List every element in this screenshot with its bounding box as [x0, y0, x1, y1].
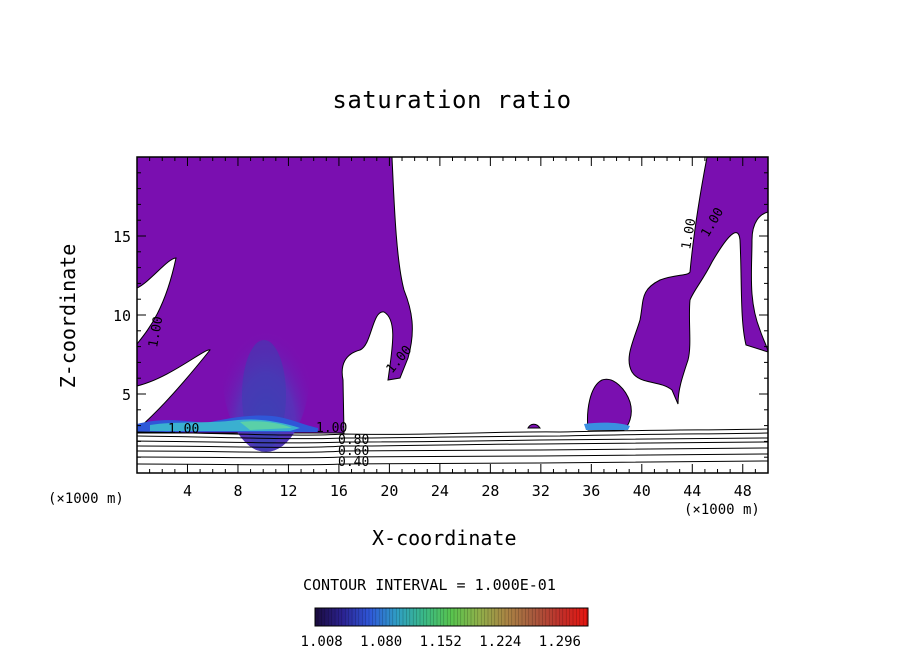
saturated-region-right-upper [628, 157, 768, 405]
y-axis-ticks: 5 10 15 [113, 172, 768, 458]
colorbar-tick-label: 1.296 [539, 634, 581, 650]
x-unit-label-right: (×1000 m) [684, 502, 760, 518]
contour-label-9: 0.40 [338, 455, 369, 470]
x-tick-label: 4 [183, 482, 192, 500]
colorbar-tick-label: 1.080 [360, 634, 402, 650]
colorbar-tick-label: 1.008 [301, 634, 343, 650]
saturated-cell-small [587, 378, 632, 431]
x-tick-label: 32 [532, 482, 550, 500]
colorbar-tick-label: 1.224 [479, 634, 521, 650]
x-tick-label: 8 [233, 482, 242, 500]
peak-band-left-core [240, 421, 292, 430]
saturated-blob-tiny [527, 423, 541, 429]
contour-label-1: 1.00 [146, 315, 166, 348]
contour-label-2: 1.00 [168, 422, 199, 437]
filled-contours [137, 157, 768, 466]
colorbar [314, 607, 589, 627]
y-tick-label: 15 [113, 228, 131, 246]
peak-band-right [584, 422, 630, 430]
saturation-core-inner [242, 340, 286, 450]
x-unit-label-left: (×1000 m) [48, 491, 124, 507]
y-tick-label: 10 [113, 307, 131, 325]
x-tick-label: 28 [481, 482, 499, 500]
x-tick-label: 36 [582, 482, 600, 500]
x-axis-ticks: 4 8 12 16 20 24 28 32 36 40 44 48 [149, 157, 756, 500]
x-tick-label: 40 [633, 482, 651, 500]
contour-label-4: 1.00 [679, 217, 699, 250]
contour-label-8: 0.60 [338, 444, 369, 459]
x-tick-label: 16 [330, 482, 348, 500]
colorbar-tick-label: 1.152 [420, 634, 462, 650]
x-tick-label: 24 [431, 482, 449, 500]
colorbar-labels: 1.008 1.080 1.152 1.224 1.296 [301, 634, 581, 650]
x-tick-label: 44 [683, 482, 701, 500]
contour-label-6: 1.00 [316, 421, 347, 436]
x-tick-label: 48 [734, 482, 752, 500]
contour-interval-label: CONTOUR INTERVAL = 1.000E-01 [303, 576, 556, 594]
chart-title: saturation ratio [332, 86, 572, 114]
x-axis-label: X-coordinate [372, 526, 517, 550]
colorbar-stripes [317, 608, 587, 626]
x-tick-label: 12 [279, 482, 297, 500]
subsaturated-contours [137, 428, 768, 466]
y-tick-label: 5 [122, 386, 131, 404]
x-tick-label: 20 [380, 482, 398, 500]
contour-label-7: 0.80 [338, 433, 369, 448]
